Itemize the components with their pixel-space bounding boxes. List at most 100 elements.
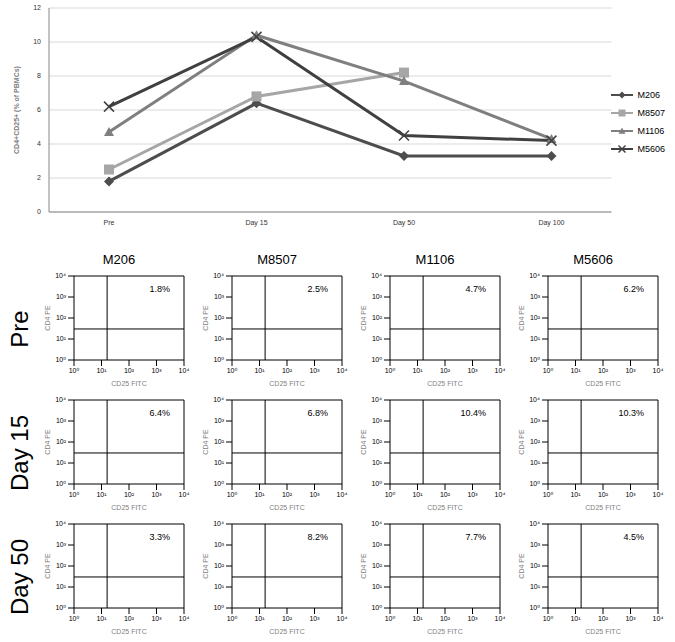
svg-text:Day 100: Day 100 [538, 219, 564, 227]
svg-text:10²: 10² [372, 438, 383, 445]
svg-text:CD25 FITC: CD25 FITC [111, 380, 146, 387]
svg-text:10²: 10² [598, 491, 609, 498]
svg-text:10¹: 10¹ [570, 615, 581, 622]
svg-text:0: 0 [37, 208, 41, 215]
svg-text:Pre: Pre [104, 219, 115, 226]
svg-text:10³: 10³ [151, 615, 162, 622]
svg-text:CD4 PE: CD4 PE [202, 305, 209, 331]
svg-text:10¹: 10¹ [530, 335, 541, 342]
svg-text:10⁴: 10⁴ [495, 367, 506, 374]
svg-text:10³: 10³ [56, 541, 67, 548]
svg-text:10³: 10³ [151, 367, 162, 374]
svg-text:CD25 FITC: CD25 FITC [111, 504, 146, 511]
svg-text:Day 15: Day 15 [245, 219, 267, 227]
svg-text:10³: 10³ [214, 541, 225, 548]
svg-text:10³: 10³ [467, 367, 478, 374]
svg-text:10⁴: 10⁴ [653, 367, 664, 374]
svg-text:CD25 FITC: CD25 FITC [585, 504, 620, 511]
svg-text:10²: 10² [56, 438, 67, 445]
svg-text:Day 50: Day 50 [393, 219, 415, 227]
svg-text:10⁴: 10⁴ [495, 615, 506, 622]
svg-text:10⁰: 10⁰ [227, 491, 238, 498]
svg-text:10⁴: 10⁴ [371, 396, 382, 403]
svg-text:10¹: 10¹ [570, 367, 581, 374]
svg-text:10²: 10² [214, 562, 225, 569]
svg-text:10¹: 10¹ [56, 459, 67, 466]
svg-text:10⁰: 10⁰ [227, 615, 238, 622]
svg-text:10⁴: 10⁴ [371, 272, 382, 279]
svg-text:CD4 PE: CD4 PE [360, 553, 367, 579]
svg-text:10³: 10³ [372, 293, 383, 300]
svg-text:10¹: 10¹ [96, 491, 107, 498]
svg-text:10⁴: 10⁴ [337, 367, 348, 374]
svg-text:10⁴: 10⁴ [55, 520, 66, 527]
svg-text:10⁰: 10⁰ [529, 604, 540, 611]
svg-text:10¹: 10¹ [96, 367, 107, 374]
svg-text:10⁰: 10⁰ [69, 491, 80, 498]
svg-text:10²: 10² [282, 367, 293, 374]
svg-text:10²: 10² [530, 438, 541, 445]
svg-text:10⁴: 10⁴ [213, 272, 224, 279]
svg-text:10³: 10³ [151, 491, 162, 498]
svg-text:CD4 PE: CD4 PE [202, 429, 209, 455]
svg-text:10³: 10³ [625, 367, 636, 374]
svg-text:10²: 10² [530, 562, 541, 569]
svg-text:CD25 FITC: CD25 FITC [427, 504, 462, 511]
svg-text:10⁴: 10⁴ [529, 520, 540, 527]
svg-text:8: 8 [37, 72, 41, 79]
svg-text:2: 2 [37, 174, 41, 181]
svg-text:10¹: 10¹ [412, 491, 423, 498]
svg-text:CD25 FITC: CD25 FITC [427, 628, 462, 635]
svg-text:10¹: 10¹ [372, 335, 383, 342]
svg-text:10⁴: 10⁴ [337, 615, 348, 622]
svg-text:10⁴: 10⁴ [55, 396, 66, 403]
svg-text:CD25 FITC: CD25 FITC [111, 628, 146, 635]
svg-text:10²: 10² [598, 615, 609, 622]
svg-text:10²: 10² [124, 367, 135, 374]
svg-text:10⁴: 10⁴ [495, 491, 506, 498]
svg-text:10⁴: 10⁴ [371, 520, 382, 527]
svg-text:10⁰: 10⁰ [385, 491, 396, 498]
svg-text:CD4+CD25+ (% of PBMCs): CD4+CD25+ (% of PBMCs) [13, 66, 21, 154]
svg-text:10⁴: 10⁴ [213, 520, 224, 527]
svg-text:10³: 10³ [372, 417, 383, 424]
svg-text:10⁰: 10⁰ [55, 356, 66, 363]
svg-text:10⁴: 10⁴ [179, 491, 190, 498]
svg-text:10⁴: 10⁴ [529, 396, 540, 403]
svg-text:10³: 10³ [214, 293, 225, 300]
svg-text:10¹: 10¹ [214, 583, 225, 590]
svg-text:10⁴: 10⁴ [213, 396, 224, 403]
svg-text:10²: 10² [124, 615, 135, 622]
svg-text:6: 6 [37, 106, 41, 113]
svg-text:10⁰: 10⁰ [543, 615, 554, 622]
svg-text:10²: 10² [372, 314, 383, 321]
svg-text:CD4 PE: CD4 PE [360, 429, 367, 455]
svg-text:10²: 10² [214, 314, 225, 321]
svg-text:10³: 10³ [56, 293, 67, 300]
svg-text:10¹: 10¹ [372, 459, 383, 466]
svg-text:10⁰: 10⁰ [227, 367, 238, 374]
svg-text:CD25 FITC: CD25 FITC [585, 628, 620, 635]
svg-text:10²: 10² [530, 314, 541, 321]
svg-text:10³: 10³ [214, 417, 225, 424]
svg-text:10⁰: 10⁰ [543, 367, 554, 374]
svg-text:CD4 PE: CD4 PE [44, 429, 51, 455]
svg-text:CD4 PE: CD4 PE [518, 429, 525, 455]
svg-text:10²: 10² [56, 562, 67, 569]
svg-text:10¹: 10¹ [254, 367, 265, 374]
svg-text:CD25 FITC: CD25 FITC [269, 628, 304, 635]
svg-text:10²: 10² [56, 314, 67, 321]
svg-text:10⁰: 10⁰ [371, 604, 382, 611]
svg-text:10⁰: 10⁰ [385, 615, 396, 622]
svg-text:10⁰: 10⁰ [69, 367, 80, 374]
svg-text:CD25 FITC: CD25 FITC [585, 380, 620, 387]
svg-text:10⁰: 10⁰ [213, 480, 224, 487]
svg-text:10³: 10³ [467, 615, 478, 622]
svg-text:CD4 PE: CD4 PE [360, 305, 367, 331]
svg-text:10³: 10³ [625, 615, 636, 622]
svg-text:10²: 10² [440, 491, 451, 498]
svg-text:10¹: 10¹ [570, 491, 581, 498]
svg-text:10²: 10² [282, 615, 293, 622]
svg-text:10²: 10² [440, 615, 451, 622]
svg-text:10⁴: 10⁴ [529, 272, 540, 279]
